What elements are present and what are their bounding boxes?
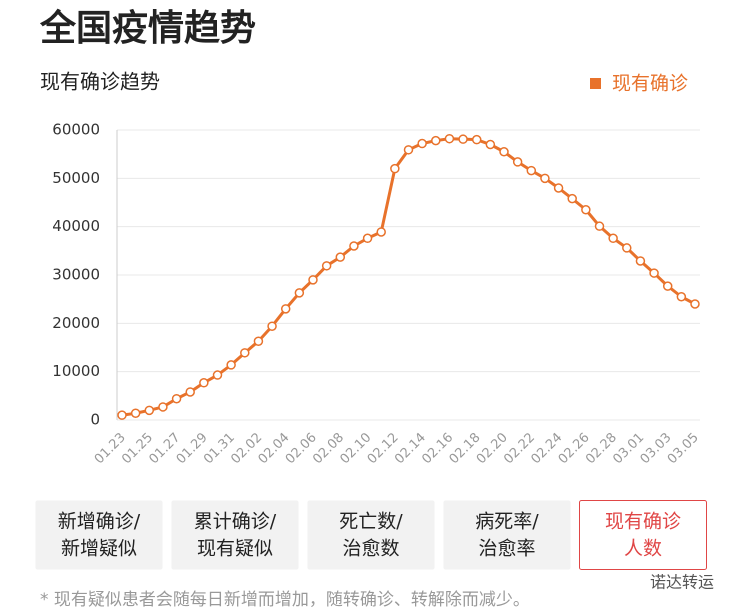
point (512, 157, 523, 167)
point (280, 304, 291, 314)
point (676, 292, 687, 302)
point (444, 133, 455, 144)
point (485, 139, 496, 150)
point (526, 165, 537, 176)
point (594, 221, 605, 231)
y-tick-label: 40000 (52, 217, 100, 235)
point (690, 299, 700, 309)
legend-swatch (590, 78, 601, 89)
tab-label: 新增确诊/ (58, 511, 141, 533)
point (417, 138, 427, 149)
point (662, 281, 673, 291)
y-tick-label: 0 (90, 411, 100, 429)
page-title: 全国疫情趋势 (39, 7, 256, 49)
point (471, 134, 482, 145)
point (403, 145, 414, 155)
point (212, 370, 223, 380)
point (130, 408, 141, 418)
point (267, 321, 277, 331)
point (158, 402, 168, 412)
tab-button[interactable] (35, 500, 163, 570)
point (226, 360, 236, 370)
point (608, 233, 618, 244)
watermark: 诺达转运 (650, 573, 714, 592)
point (390, 163, 400, 174)
footnote: * 现有疑似患者会随每日新增而增加，随转确诊、转解除而减少。 (40, 590, 530, 610)
tab-label: 死亡数/ (339, 511, 403, 533)
tab-label: 现有疑似 (197, 538, 273, 560)
point (567, 193, 577, 204)
point (376, 227, 386, 237)
y-tick-label: 10000 (52, 362, 100, 380)
tab-label: 现有确诊 (605, 511, 681, 533)
tab-label: 人数 (624, 538, 662, 560)
point (321, 261, 332, 271)
tab-button[interactable] (443, 500, 571, 570)
tab-label: 病死率/ (475, 511, 539, 533)
chart-title: 现有确诊趋势 (40, 70, 160, 94)
point (335, 252, 346, 262)
point (185, 387, 195, 397)
y-tick-label: 50000 (52, 169, 100, 187)
tab-label: 累计确诊/ (194, 511, 277, 533)
legend-label: 现有确诊 (612, 73, 688, 95)
point (622, 243, 632, 253)
point (144, 405, 155, 416)
tab-button[interactable] (307, 500, 435, 570)
point (253, 336, 264, 346)
tab-label: 治愈数 (342, 538, 399, 560)
y-tick-label: 30000 (52, 266, 100, 284)
tab-button[interactable] (579, 500, 707, 570)
point (649, 268, 659, 278)
point (540, 173, 550, 184)
y-tick-label: 20000 (52, 314, 100, 332)
point (458, 134, 468, 144)
point (635, 256, 646, 266)
y-tick-label: 60000 (52, 121, 100, 139)
point (308, 275, 318, 285)
point (240, 348, 250, 358)
point (117, 410, 127, 420)
point (581, 205, 591, 215)
tab-button[interactable] (171, 500, 299, 570)
line (121, 137, 696, 417)
point (431, 135, 441, 146)
tab-label: 治愈率 (478, 538, 535, 560)
point (362, 233, 373, 244)
point (553, 183, 564, 193)
x-tick-label: 03.05 (665, 430, 702, 467)
point (199, 378, 209, 388)
point (171, 393, 182, 404)
point (499, 147, 509, 157)
point (349, 241, 359, 251)
tab-label: 新增疑似 (61, 538, 137, 560)
point (294, 288, 305, 298)
